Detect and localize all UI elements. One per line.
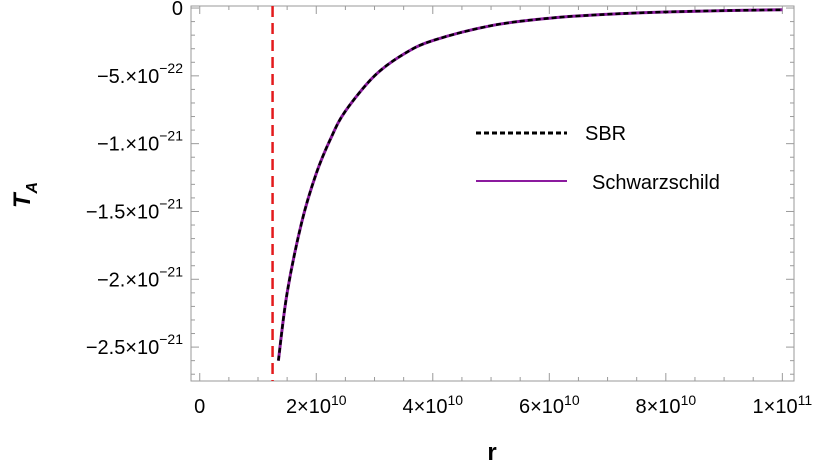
y-axis-title: TA (9, 182, 41, 208)
x-tick-label: 2×1010 (286, 392, 347, 418)
x-tick-label: 8×1010 (636, 392, 697, 418)
plot-frame (190, 5, 795, 382)
legend-label-schwarzschild: Schwarzschild (592, 172, 720, 194)
y-tick-label: 0 (172, 0, 183, 20)
x-axis-title: r (487, 439, 496, 465)
x-axis-ticks: 0 2×1010 4×1010 6×1010 8×1010 1×1011 (194, 6, 812, 418)
legend: SBR Schwarzschild (476, 123, 720, 194)
legend-label-sbr: SBR (585, 123, 626, 145)
y-tick-label: −2.×10−21 (97, 263, 183, 291)
x-tick-label: 0 (194, 396, 205, 418)
y-axis-title-sub: A (24, 182, 41, 195)
series-layer (276, 8, 783, 361)
y-tick-label: −5.×10−22 (97, 60, 183, 88)
svg-text:TA: TA (9, 182, 41, 208)
series-line-sbr (277, 8, 783, 361)
y-axis-title-main: T (9, 191, 36, 208)
y-tick-label: −1.×10−21 (97, 128, 183, 156)
y-tick-label: −1.5×10−21 (86, 195, 183, 223)
x-tick-label: 6×1010 (519, 392, 580, 418)
y-axis-ticks: 0 −5.×10−22 −1.×10−21 −1.5×10−21 −2.×10−21 −2… (86, 0, 794, 375)
y-tick-label: −2.5×10−21 (86, 331, 183, 359)
x-tick-label: 1×1011 (753, 392, 813, 418)
x-tick-label: 4×1010 (402, 392, 463, 418)
